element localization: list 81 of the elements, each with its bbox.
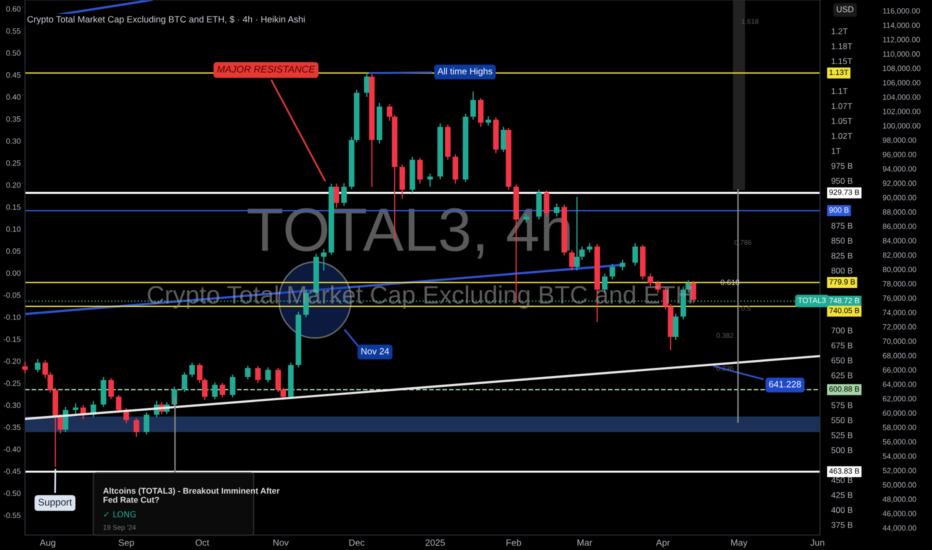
candlestick xyxy=(486,116,492,126)
y-tick-label: 1T xyxy=(832,148,841,154)
y-tick-label: 450 B xyxy=(831,477,852,484)
candlestick xyxy=(470,91,476,120)
y-tick-label: 425 B xyxy=(831,492,852,498)
candlestick xyxy=(189,362,195,378)
x-tick-label: Dec xyxy=(349,540,364,546)
x-tick-label: Nov xyxy=(273,540,289,546)
text: USD xyxy=(836,6,854,12)
y-tick-label: 800 B xyxy=(831,268,852,274)
candlestick xyxy=(172,386,178,408)
y-tick-label: 1.15T xyxy=(832,58,852,64)
y-tick-label: 825 B xyxy=(831,252,852,259)
candlestick xyxy=(500,126,506,153)
y-tick-label: 550 B xyxy=(831,417,852,424)
y-tick-label: 575 B xyxy=(831,402,852,408)
candlestick xyxy=(620,259,626,272)
candlestick xyxy=(265,366,271,383)
candlestick xyxy=(417,157,423,184)
candlestick xyxy=(586,242,592,254)
candlestick xyxy=(245,365,251,380)
x-tick-label: Oct xyxy=(196,539,210,546)
y-tick-label: 975 B xyxy=(832,162,852,169)
candlestick xyxy=(220,382,226,398)
candlestick xyxy=(182,372,188,393)
y-tick-label: 950 B xyxy=(832,178,852,184)
y-tick-label: 1.02T xyxy=(832,133,852,139)
x-tick-label: Mar xyxy=(578,540,592,546)
candlestick xyxy=(108,378,114,400)
candlestick xyxy=(334,183,340,208)
y-tick-label: 1.07T xyxy=(832,103,852,110)
y-tick-label: 850 B xyxy=(831,238,852,244)
y-tick-label: 500 B xyxy=(831,447,852,454)
y-tick-label: 675 B xyxy=(832,342,852,348)
candlestick xyxy=(62,406,68,433)
candlestick xyxy=(212,382,218,400)
candlestick xyxy=(672,313,678,340)
candlestick xyxy=(632,242,638,266)
x-tick-label: 2025 xyxy=(426,539,445,546)
x-tick-label: May xyxy=(731,540,748,548)
candlestick xyxy=(452,154,458,184)
annotation: Altcoins (TOTAL3) - Breakout Imminent After Fed Rate Cut? xyxy=(103,488,280,503)
candlestick xyxy=(230,374,236,398)
x-tick-label: Feb xyxy=(506,539,522,546)
y-tick-label: 400 B xyxy=(831,507,852,513)
y-tick-label: 650 B xyxy=(832,357,852,364)
y-tick-label: 525 B xyxy=(831,432,852,438)
x-tick-label: Apr xyxy=(656,540,670,548)
candlestick xyxy=(569,250,575,272)
y-tick-label: 625 B xyxy=(832,372,852,378)
candlestick xyxy=(255,366,261,384)
y-tick-label: 1.18T xyxy=(832,43,852,50)
candlestick xyxy=(610,263,616,280)
annotation: 641.228 xyxy=(769,381,801,388)
candlestick xyxy=(116,394,122,414)
text: Crypto Total Market Cap Excluding BTC and ETH, $ · 4h · Heikin Ashi xyxy=(27,16,305,24)
candlestick xyxy=(144,412,150,436)
y-tick-label: 1.2T xyxy=(832,28,848,34)
y-tick-label: 1.1T xyxy=(832,88,848,94)
y-tick-label: 375 B xyxy=(831,522,852,528)
candlestick xyxy=(648,272,654,287)
annotation: All time Highs xyxy=(437,68,492,76)
candlestick xyxy=(34,358,40,373)
annotation: Nov 24 xyxy=(361,348,390,354)
candlestick xyxy=(22,360,28,374)
candlestick xyxy=(399,164,406,200)
candlestick xyxy=(72,402,78,415)
candlestick xyxy=(341,182,347,206)
y-tick-label: 1.05T xyxy=(832,118,852,124)
y-tick-label: 700 B xyxy=(832,328,852,334)
candlestick xyxy=(478,98,484,128)
candlestick xyxy=(134,418,140,438)
candlestick xyxy=(427,172,433,188)
x-tick-label: Aug xyxy=(40,540,56,548)
x-tick-label: Sep xyxy=(118,539,134,548)
x-tick-label: Jun xyxy=(810,540,824,546)
annotation: ✓ LONG xyxy=(104,511,136,518)
y-tick-label: 875 B xyxy=(831,222,852,229)
candlestick xyxy=(364,72,370,98)
annotation: MAJOR RESISTANCE xyxy=(217,66,316,73)
annotation: Support xyxy=(38,498,72,508)
